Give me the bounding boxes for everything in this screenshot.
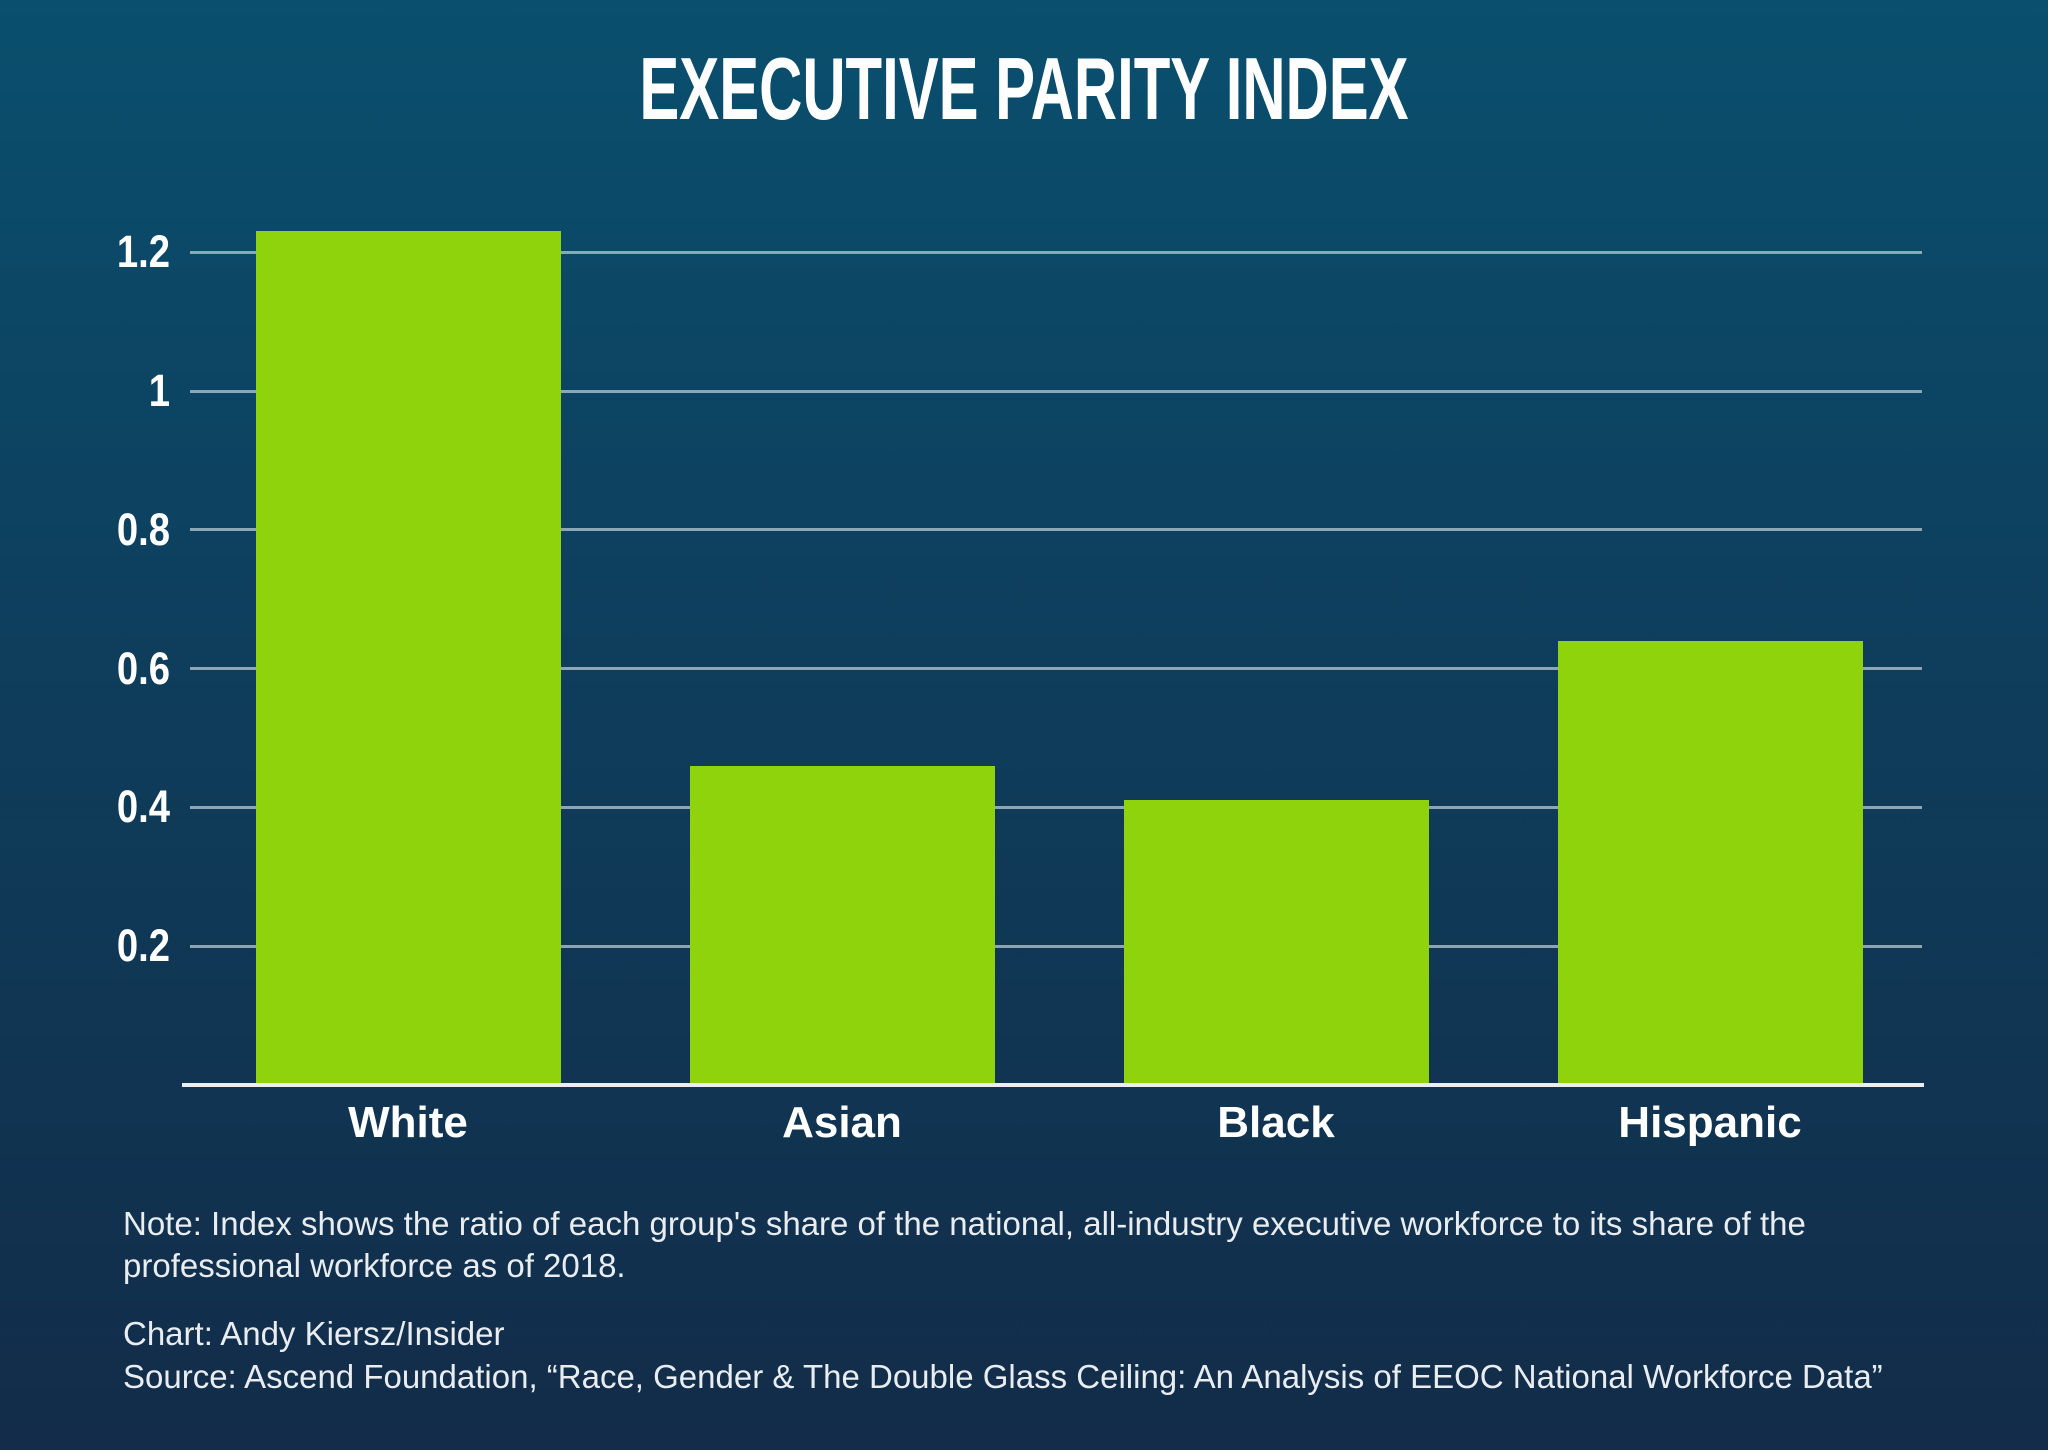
y-tick-label-0.2: 0.2 — [116, 920, 170, 972]
gridline-0.4 — [190, 805, 1922, 809]
gridline-0.8 — [190, 528, 1922, 532]
bar-hispanic — [1557, 640, 1863, 1085]
source-text: Source: Ascend Foundation, “Race, Gender… — [123, 1357, 1883, 1395]
gridline-0.2 — [190, 944, 1922, 948]
chart-credit-text: Chart: Andy Kiersz/Insider — [123, 1315, 505, 1352]
y-tick-label-1: 1 — [148, 365, 170, 416]
gridline-1.2 — [190, 250, 1922, 254]
gridline-1 — [190, 389, 1922, 393]
x-label-asian: Asian — [782, 1098, 902, 1147]
chart-title: EXECUTIVE PARITY INDEX — [639, 39, 1409, 138]
note-text: Note: Index shows the ratio of each grou… — [123, 1205, 1806, 1284]
bar-white — [255, 231, 561, 1085]
x-axis-line — [182, 1083, 1924, 1087]
y-tick-label-0.6: 0.6 — [116, 642, 170, 694]
x-label-black: Black — [1217, 1098, 1335, 1147]
bar-asian — [689, 765, 995, 1085]
bar-black — [1123, 800, 1429, 1085]
y-tick-label-0.4: 0.4 — [116, 781, 170, 833]
y-tick-label-0.8: 0.8 — [116, 503, 170, 555]
x-label-white: White — [348, 1098, 468, 1147]
x-label-hispanic: Hispanic — [1618, 1098, 1802, 1147]
gridline-0.6 — [190, 667, 1922, 671]
credits-block: Chart: Andy Kiersz/Insider Source: Ascen… — [123, 1313, 1953, 1399]
y-tick-label-1.2: 1.2 — [116, 226, 170, 278]
